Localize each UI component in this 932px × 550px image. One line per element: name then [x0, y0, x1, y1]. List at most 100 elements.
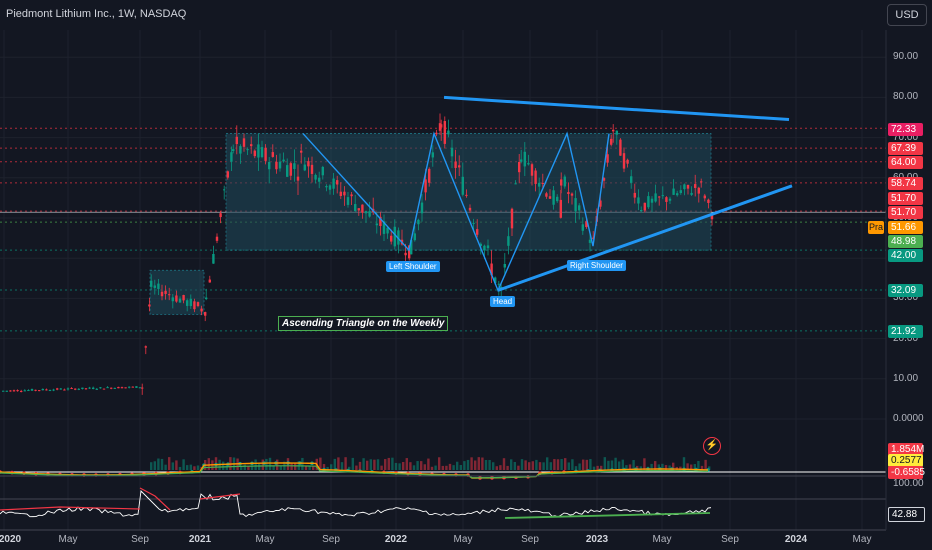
candle-body	[530, 164, 534, 176]
y-axis-label: 10.00	[893, 372, 919, 384]
candle-body	[523, 151, 526, 167]
volume-bar	[481, 457, 484, 470]
volume-bar	[387, 457, 390, 470]
candle-body	[694, 184, 697, 188]
candle-body	[339, 191, 342, 196]
y-axis-label: 0.0000	[893, 413, 924, 424]
volume-bar	[679, 466, 682, 470]
candle-body	[332, 178, 335, 189]
candle-body	[230, 152, 233, 162]
candle-body	[494, 277, 497, 284]
volume-bar	[697, 460, 700, 470]
candle-body	[102, 388, 106, 390]
candle-body	[486, 245, 490, 249]
volume-bar	[578, 463, 581, 470]
candle-body	[99, 387, 102, 389]
volume-bar	[153, 461, 156, 470]
volume-bar	[193, 466, 196, 470]
candle-body	[368, 211, 371, 217]
volume-bar	[528, 462, 531, 470]
lightning-icon[interactable]: ⚡	[703, 437, 721, 455]
candle-body	[328, 185, 332, 190]
candle-body	[56, 388, 59, 390]
lower-trendline	[497, 184, 793, 292]
candle-body	[278, 161, 282, 169]
candle-body	[379, 216, 382, 226]
volume-bar	[438, 457, 441, 470]
price-tag: 51.70	[888, 206, 923, 219]
candle-body	[703, 195, 706, 199]
x-axis-label: May	[852, 534, 872, 545]
volume-bar	[261, 459, 264, 470]
candle-body	[81, 387, 84, 390]
volume-bar	[276, 459, 279, 470]
ascending-triangle-annotation[interactable]: Ascending Triangle on the Weekly	[278, 316, 449, 331]
candle-body	[450, 147, 454, 157]
candle-body	[110, 387, 113, 389]
candle-body	[676, 193, 679, 196]
candle-body	[619, 139, 622, 156]
candle-body	[386, 227, 389, 234]
volume-bar	[420, 461, 423, 470]
candle-body	[559, 199, 562, 218]
candle-body	[250, 144, 253, 147]
macd-axis-label: 100.00	[893, 478, 924, 489]
candle-body	[658, 196, 661, 198]
candle-body	[171, 297, 174, 302]
candle-body	[520, 159, 523, 162]
volume-bar	[452, 465, 455, 470]
volume-bar	[582, 459, 585, 470]
candle-body	[182, 295, 185, 301]
volume-bar	[265, 458, 268, 470]
candle-body	[417, 219, 420, 225]
volume-bar	[517, 465, 520, 470]
volume-bar	[312, 465, 315, 470]
candle-body	[59, 388, 62, 390]
candle-body	[135, 386, 138, 388]
volume-bar	[441, 465, 444, 470]
candle-body	[246, 149, 249, 151]
candle-body	[574, 198, 577, 212]
volume-bar	[603, 457, 606, 470]
candle-body	[610, 138, 613, 145]
price-tag: 67.39	[888, 142, 923, 155]
candle-body	[34, 389, 37, 391]
currency-button[interactable]: USD	[887, 4, 927, 26]
volume-bar	[610, 460, 614, 470]
x-axis-label: May	[58, 534, 78, 545]
candle-body	[350, 194, 353, 197]
candle-body	[354, 204, 357, 212]
candle-body	[66, 388, 70, 390]
volume-bar	[178, 466, 182, 470]
volume-bar	[639, 466, 642, 470]
price-tag: 21.92	[888, 325, 923, 338]
candle-body	[189, 298, 192, 307]
volume-bar	[657, 464, 660, 470]
candle-body	[131, 386, 134, 388]
rsi-line	[0, 490, 712, 518]
symbol-title[interactable]: Piedmont Lithium Inc., 1W, NASDAQ	[6, 8, 187, 20]
candle-body	[88, 387, 91, 389]
candle-body	[630, 176, 633, 183]
volume-bar	[186, 465, 189, 470]
candle-body	[38, 390, 41, 392]
candle-body	[585, 221, 588, 228]
candle-body	[239, 146, 242, 154]
volume-bar	[351, 457, 354, 470]
candle-body	[52, 389, 55, 391]
candle-body	[144, 346, 147, 348]
candle-body	[490, 263, 493, 276]
volume-bar	[474, 460, 477, 470]
candle-body	[497, 283, 500, 285]
candle-body	[393, 226, 396, 247]
candle-body	[153, 285, 156, 288]
candle-body	[556, 196, 559, 202]
volume-bar	[708, 466, 711, 470]
volume-bar	[632, 460, 635, 470]
candle-body	[390, 235, 393, 242]
candle-body	[168, 294, 171, 296]
candle-body	[95, 388, 98, 390]
volume-bar	[268, 457, 272, 470]
x-axis-label: 2023	[585, 534, 609, 545]
